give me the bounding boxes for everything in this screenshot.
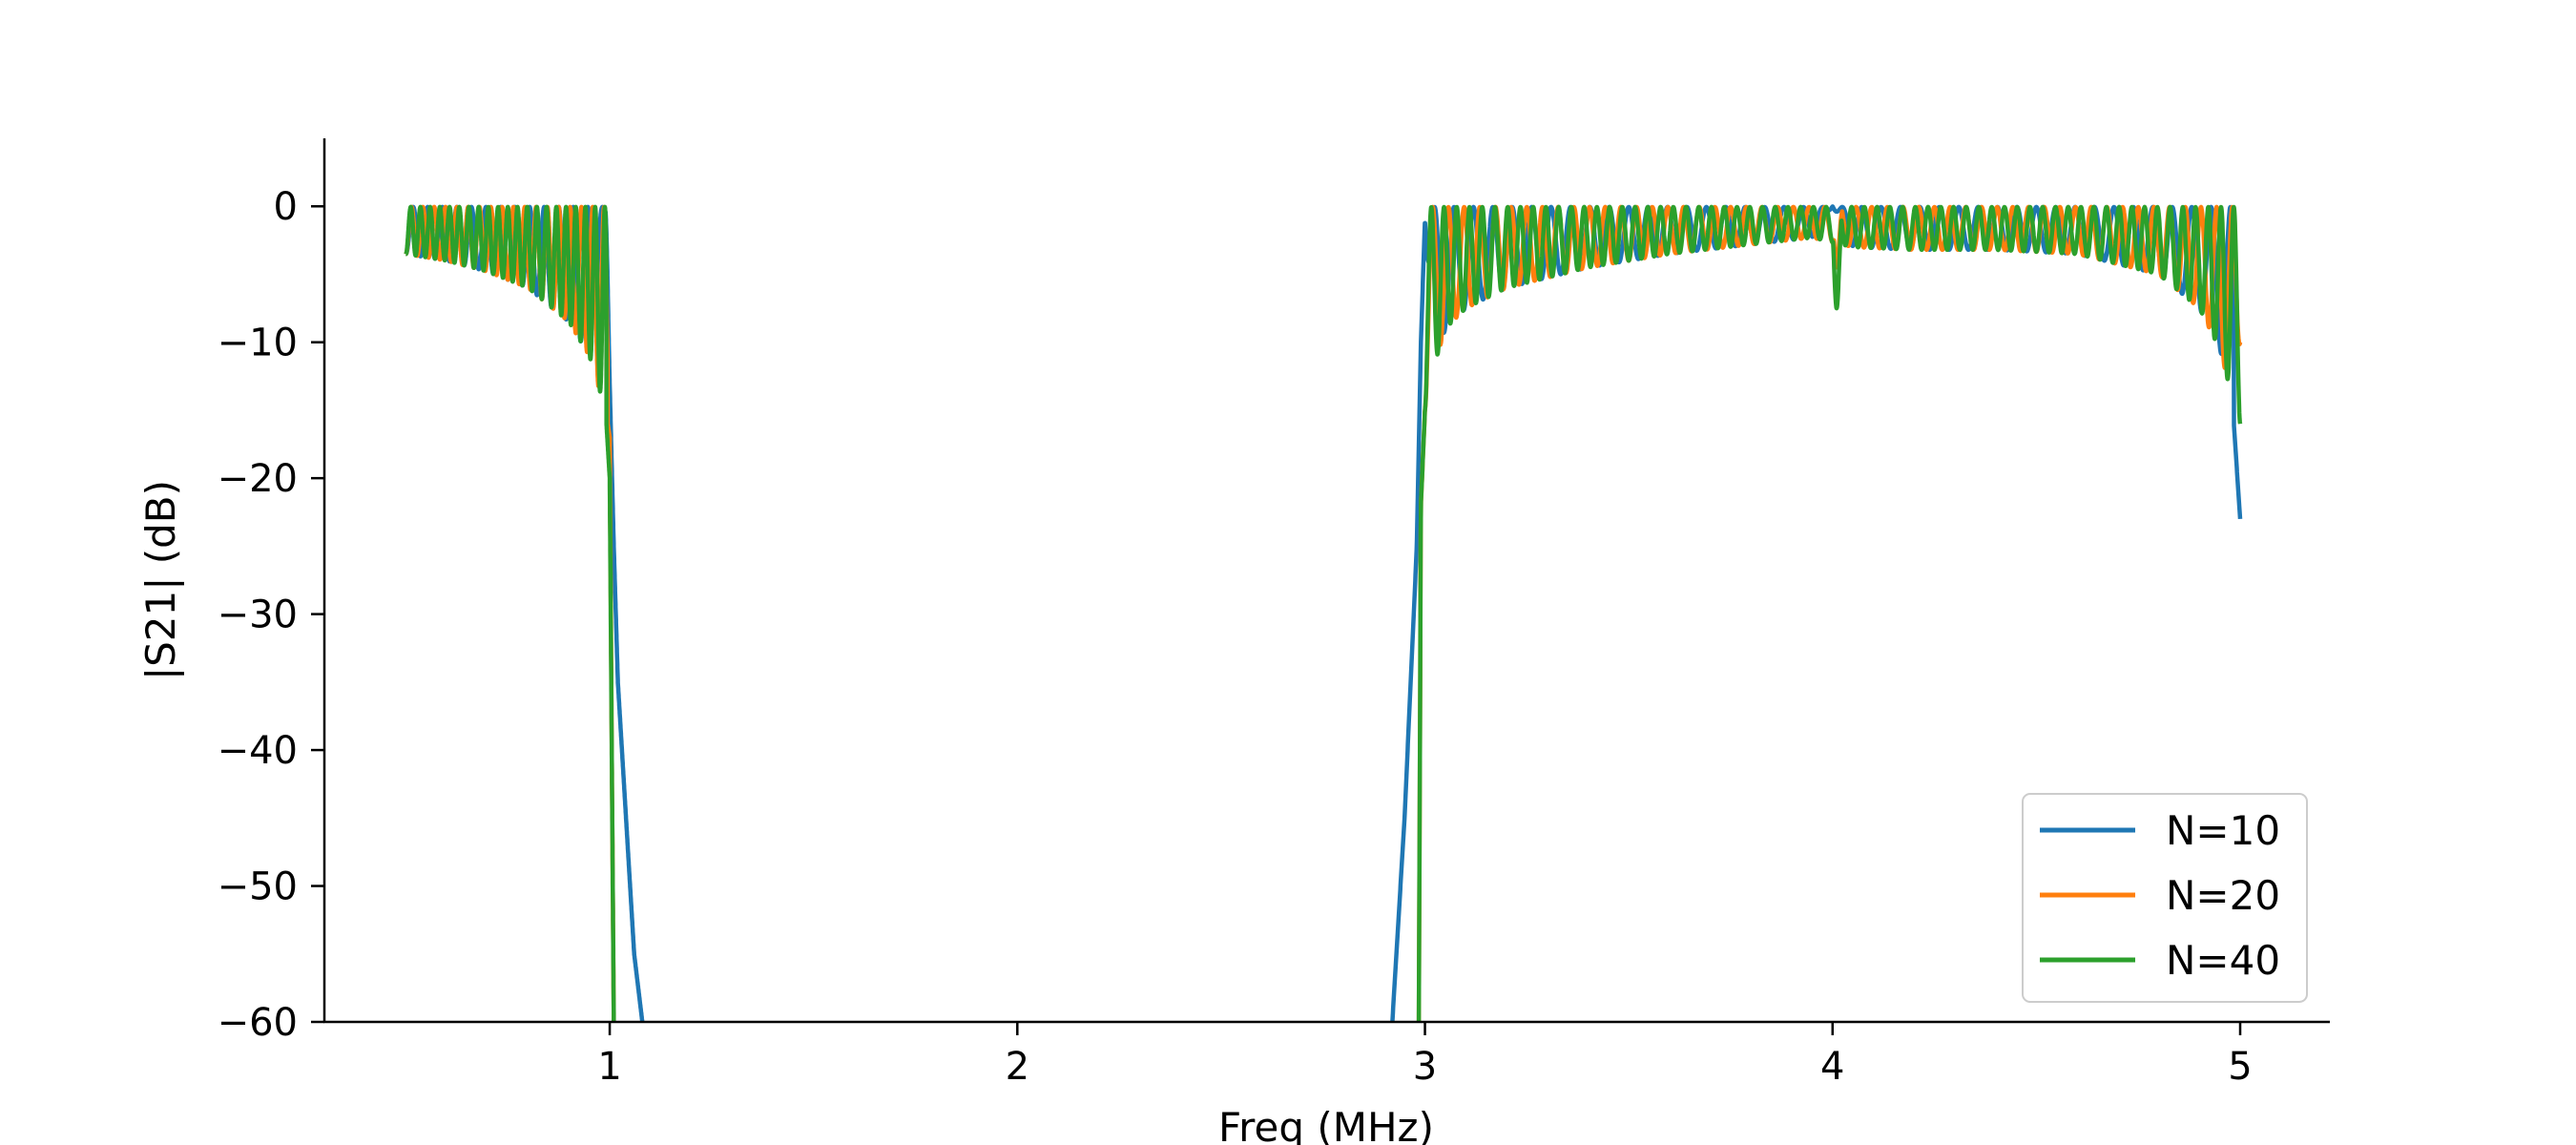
x-tick-label: 1 (597, 1045, 621, 1089)
series-line-band1 (404, 204, 616, 1022)
legend: N=10 N=20 N=40 (2022, 793, 2308, 1003)
y-tick-label: −30 (218, 593, 298, 637)
x-tick-label: 4 (1820, 1045, 1844, 1089)
x-tick-label: 3 (1413, 1045, 1437, 1089)
legend-label-n10: N=10 (2166, 807, 2280, 854)
y-tick-label: 0 (274, 185, 298, 229)
series-n20 (404, 204, 2243, 1023)
y-ticks: 0 −10 −20 −30 −40 −50 −60 (218, 185, 324, 1045)
legend-label-n40: N=40 (2166, 937, 2280, 984)
series-line-band2 (1416, 204, 2243, 1023)
y-tick-label: −50 (218, 865, 298, 909)
x-axis-label: Freq (MHz) (1218, 1104, 1434, 1145)
y-tick-label: −40 (218, 729, 298, 773)
series-layer (404, 204, 2243, 1023)
x-ticks: 1 2 3 4 5 (597, 1022, 2253, 1089)
x-tick-label: 2 (1006, 1045, 1029, 1089)
y-axis-label: |S21| (dB) (137, 480, 184, 680)
series-n40 (404, 204, 2243, 1023)
y-tick-label: −10 (218, 322, 298, 365)
y-tick-label: −60 (218, 1001, 298, 1045)
y-tick-label: −20 (218, 457, 298, 501)
series-n10 (404, 204, 2243, 1023)
legend-label-n20: N=20 (2166, 872, 2280, 919)
x-tick-label: 5 (2228, 1045, 2252, 1089)
legend-frame (2022, 793, 2308, 1003)
